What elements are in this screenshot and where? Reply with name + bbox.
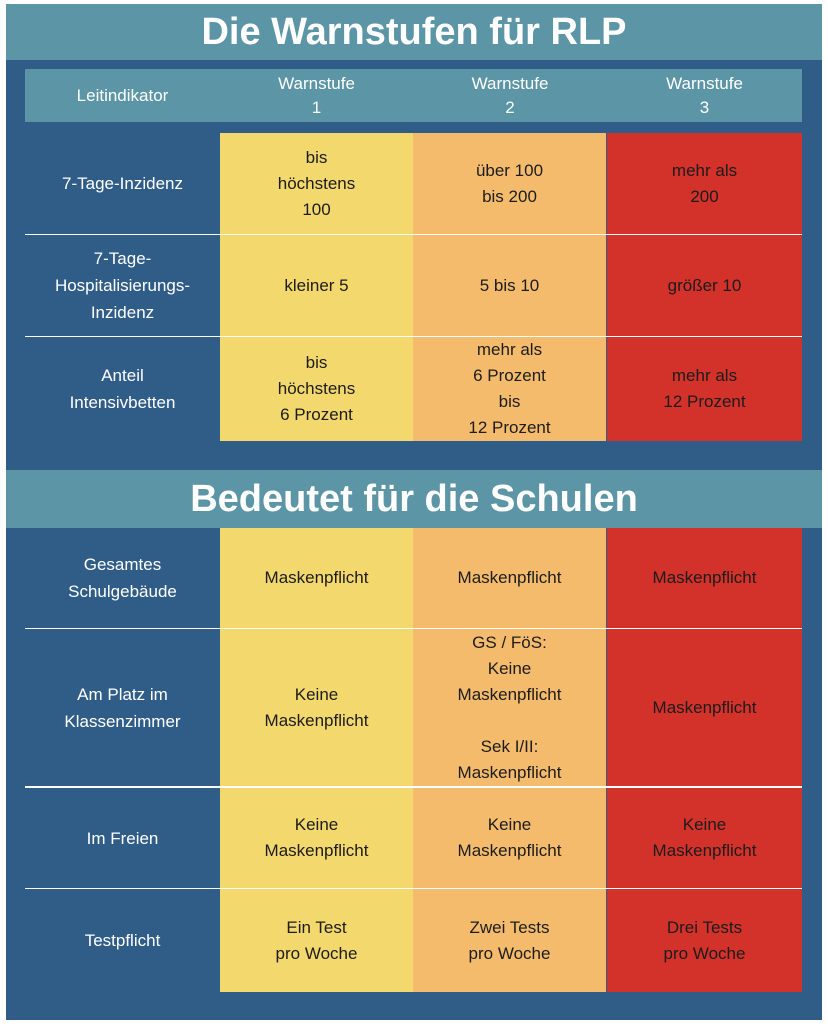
row-divider	[25, 888, 802, 889]
header-indicator: Leitindikator	[76, 85, 169, 105]
cell-hospitalization-level-2: 5 bis 10	[413, 235, 606, 336]
row-label-outdoors: Im Freien	[86, 828, 159, 848]
cell-hospitalization-level-3: größer 10	[607, 235, 802, 336]
header-level-2-word: Warnstufe	[471, 73, 549, 93]
cell-testing-level-2: Zwei Tests pro Woche	[413, 889, 606, 992]
cell-incidence-level-2: über 100 bis 200	[413, 133, 606, 234]
cell-incidence-level-3: mehr als 200	[607, 133, 802, 234]
cell-testing-level-1: Ein Test pro Woche	[220, 889, 413, 992]
header-level-3: Warnstufe 3	[607, 69, 802, 122]
cell-incidence-level-1: bis höchstens 100	[220, 133, 413, 234]
header-level-2: Warnstufe 2	[413, 69, 607, 122]
cell-outdoors-level-1: Keine Maskenpflicht	[220, 788, 413, 888]
header-level-1: Warnstufe 1	[220, 69, 413, 122]
row-divider	[25, 234, 802, 235]
header-level-3-num: 3	[699, 97, 710, 117]
cell-building-level-3: Maskenpflicht	[607, 528, 802, 628]
cell-outdoors-level-2: Keine Maskenpflicht	[413, 788, 606, 888]
row-divider	[25, 786, 802, 788]
cell-testing-level-3: Drei Tests pro Woche	[607, 889, 802, 992]
cell-building-level-2: Maskenpflicht	[413, 528, 606, 628]
header-level-2-num: 2	[505, 97, 515, 117]
table-header: Leitindikator Warnstufe 1 Warnstufe 2 Wa…	[25, 69, 802, 122]
cell-classroom-level-3: Maskenpflicht	[607, 629, 802, 786]
page-title: Die Warnstufen für RLP	[6, 4, 822, 60]
row-divider	[25, 336, 802, 337]
cell-icu-level-3: mehr als 12 Prozent	[607, 337, 802, 441]
row-divider	[25, 628, 802, 629]
section-subtitle: Bedeutet für die Schulen	[6, 470, 822, 528]
row-label-testing: Testpflicht	[84, 931, 161, 950]
cell-building-level-1: Maskenpflicht	[220, 528, 413, 628]
row-label-incidence: 7-Tage-Inzidenz	[62, 174, 183, 193]
header-level-1-num: 1	[311, 97, 322, 117]
header-level-3-word: Warnstufe	[666, 73, 743, 93]
row-label-classroom: Am Platz im Klassenzimmer	[64, 684, 181, 731]
row-label-icu: Anteil Intensivbetten	[69, 366, 176, 412]
cell-hospitalization-level-1: kleiner 5	[220, 235, 413, 336]
cell-classroom-level-2: GS / FöS: Keine Maskenpflicht Sek I/II: …	[413, 629, 606, 786]
row-label-hospitalization: 7-Tage- Hospitalisierungs- Inzidenz	[54, 249, 191, 322]
cell-icu-level-2: mehr als 6 Prozent bis 12 Prozent	[413, 337, 606, 441]
cell-icu-level-1: bis höchstens 6 Prozent	[220, 337, 413, 441]
cell-outdoors-level-3: Keine Maskenpflicht	[607, 788, 802, 888]
row-label-building: Gesamtes Schulgebäude	[68, 555, 177, 601]
header-level-1-word: Warnstufe	[278, 73, 355, 93]
cell-classroom-level-1: Keine Maskenpflicht	[220, 629, 413, 786]
